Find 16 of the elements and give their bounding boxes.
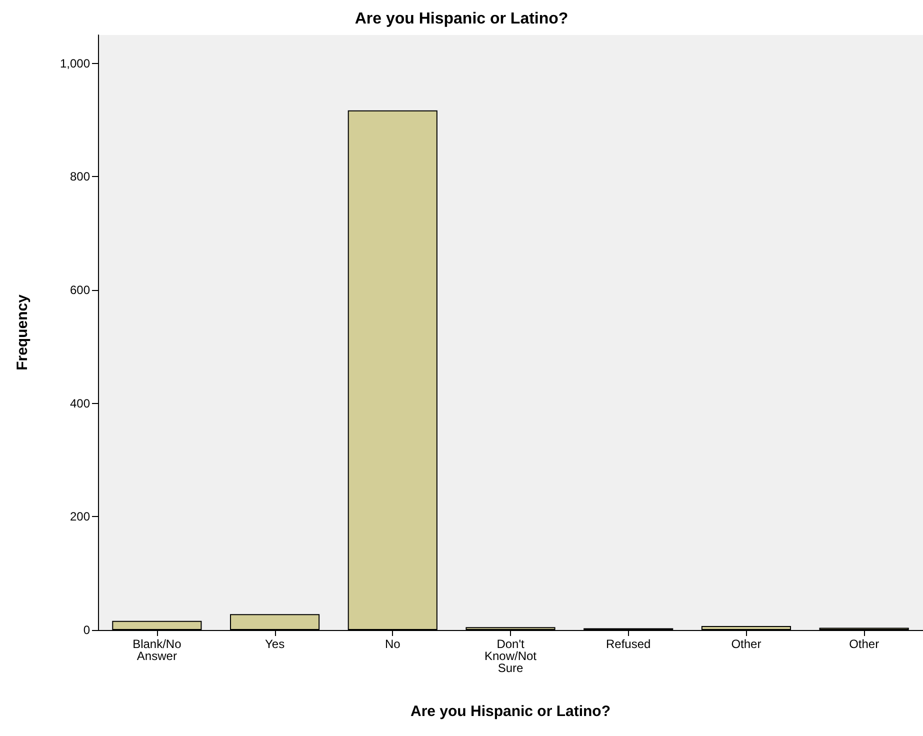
x-tick-label: Other [731,637,762,651]
chart-title: Are you Hispanic or Latino? [354,10,568,28]
y-axis-title: Frequency [14,294,31,370]
y-tick-label: 600 [70,283,90,297]
x-tick-label: No [384,637,401,651]
x-tick-label: Yes [264,637,285,651]
y-tick-label: 1,000 [60,56,90,70]
x-tick-label: Refused [606,637,651,651]
x-axis-title: Are you Hispanic or Latino? [410,703,611,720]
y-tick-label: 400 [70,396,90,410]
x-tick-label: Other [849,637,880,651]
y-tick-label: 200 [70,510,90,524]
x-tick-label: Don't Know/Not Sure [484,637,538,675]
y-tick-label: 0 [83,623,90,637]
x-tick-label: Blank/No Answer [132,637,182,663]
y-tick-label: 800 [70,170,90,184]
